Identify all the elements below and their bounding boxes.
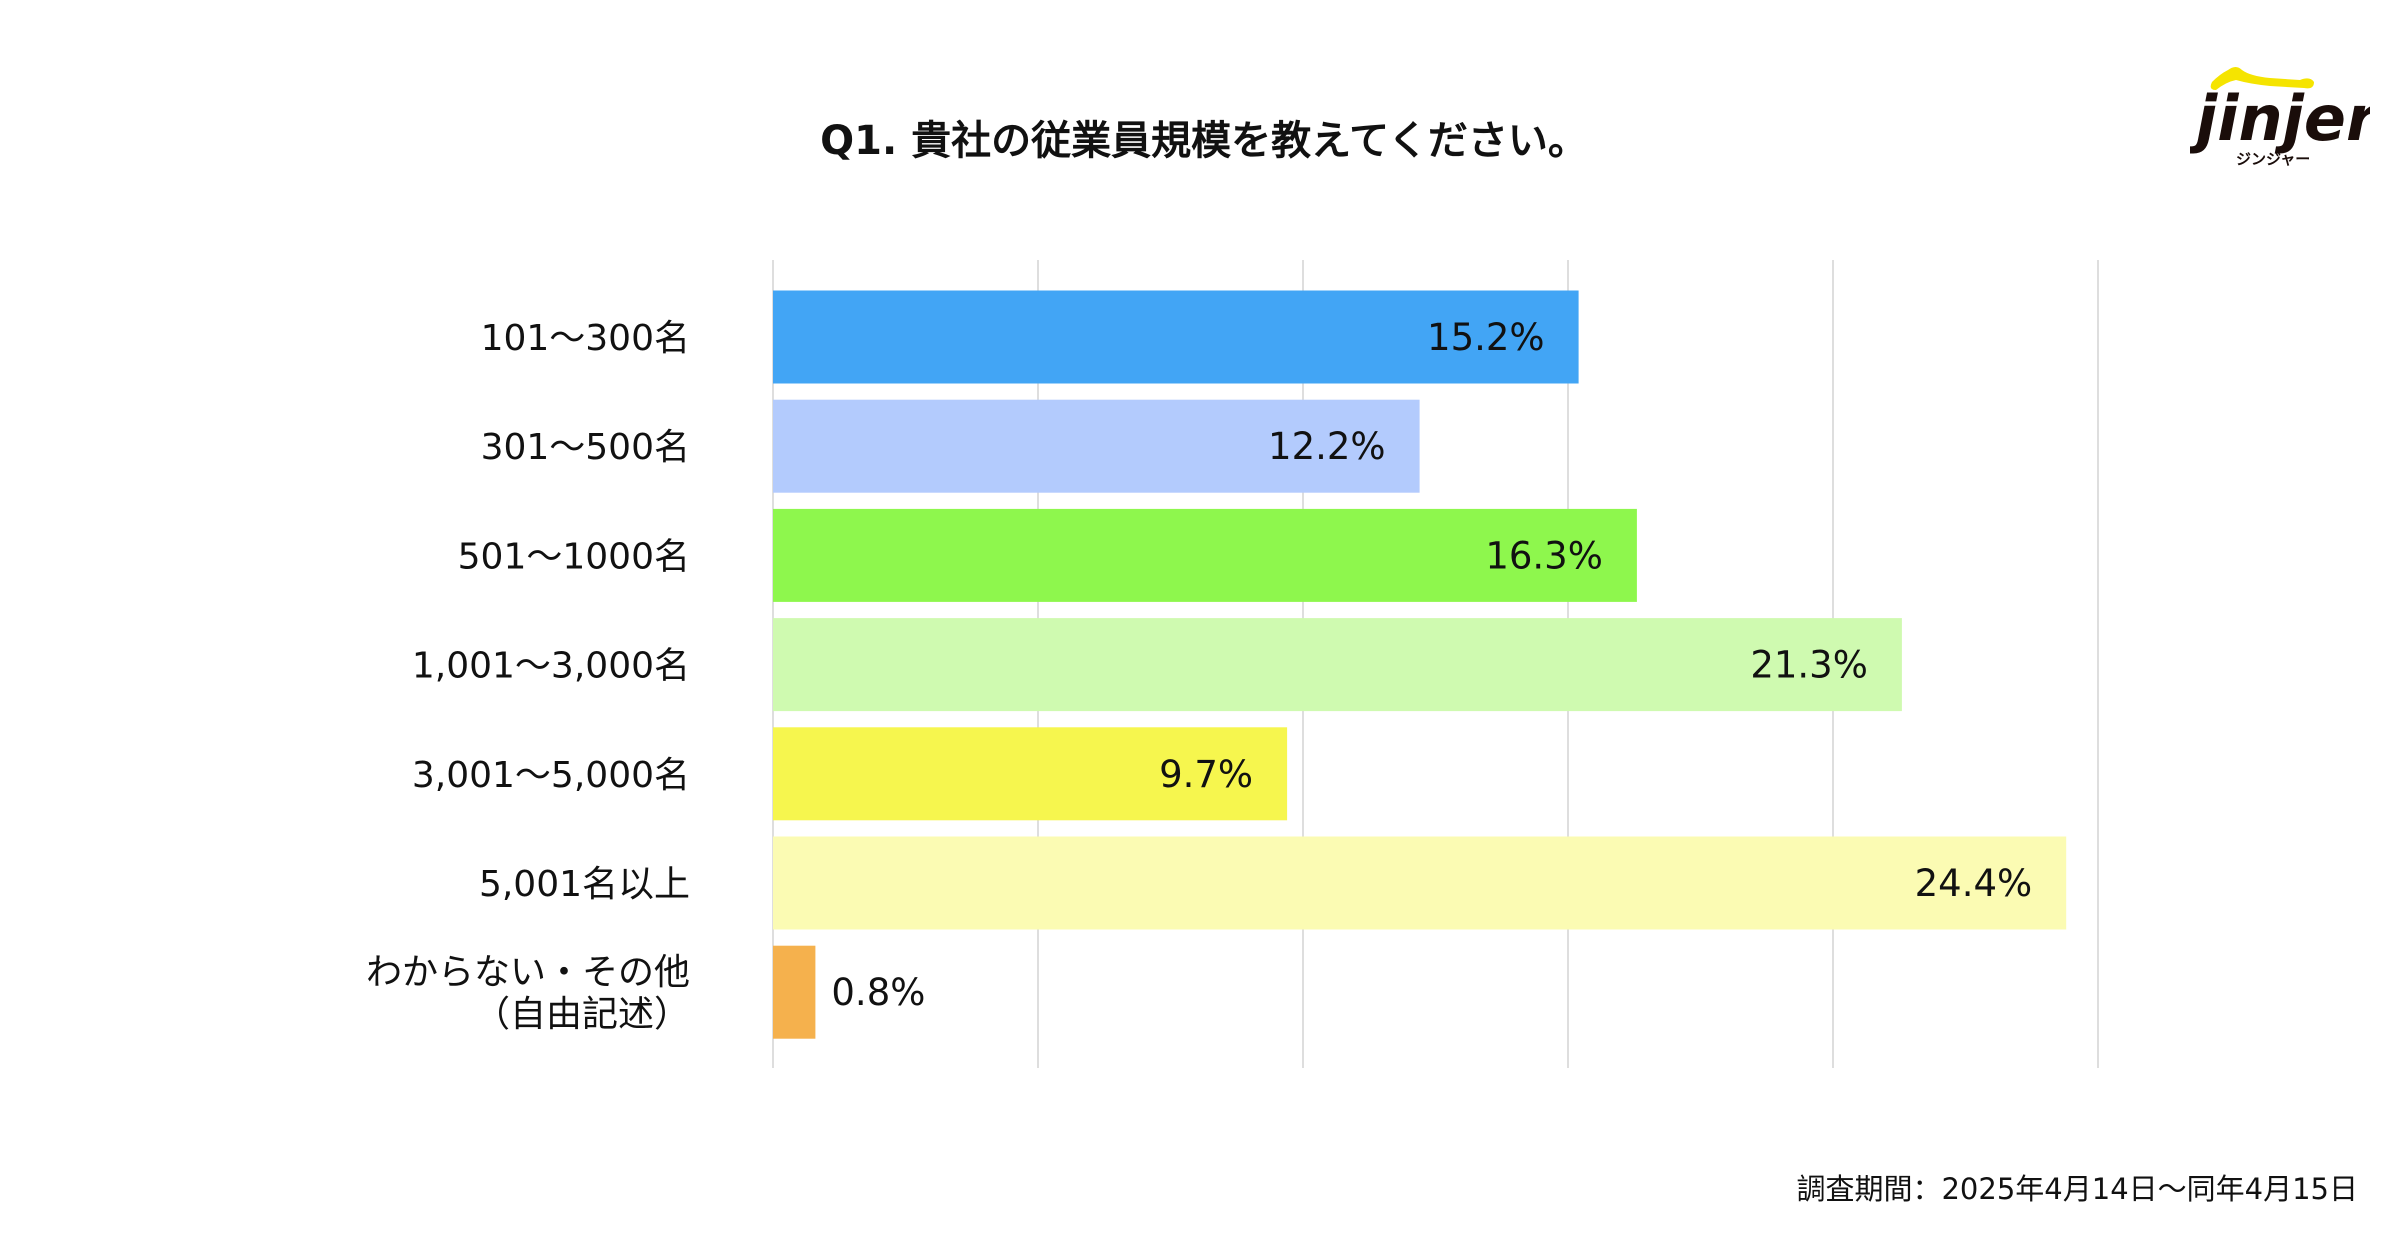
value-label: 12.2% [1268,425,1386,468]
bar [773,399,1420,493]
bars [773,290,2067,1039]
bar [773,727,1288,821]
bar [773,508,1637,602]
value-label: 15.2% [1427,316,1545,359]
svg-text:jinjer: jinjer [2190,82,2370,155]
category-label: 1,001〜3,000名 [412,646,690,687]
value-label: 21.3% [1750,644,1868,687]
bar [773,836,2067,930]
logo-icon: jinjer ジンジャー [2188,67,2380,168]
category-label: 5,001名以上 [479,864,690,905]
chart-title: Q1. 貴社の従業員規模を教えてください。 [820,118,1588,164]
category-label: 501〜1000名 [458,536,690,577]
bar [773,618,1902,712]
value-labels: 15.2% 12.2% 16.3% 21.3% 9.7% 24.4% 0.8% [831,316,2032,1014]
category-label: （自由記述） [474,994,690,1035]
value-label: 24.4% [1915,862,2033,905]
svg-text:ジンジャー: ジンジャー [2236,150,2310,168]
category-label: 301〜500名 [481,427,690,468]
category-label: わからない・その他 [366,952,690,993]
value-label: 16.3% [1485,534,1603,577]
category-labels: 101〜300名 301〜500名 501〜1000名 1,001〜3,000名 3,0… [366,318,690,1035]
jinjer-logo: jinjer ジンジャー [2188,60,2380,170]
value-label: 0.8% [831,971,925,1014]
category-label: 3,001〜5,000名 [412,755,690,796]
category-label: 101〜300名 [481,318,690,359]
bar [773,945,816,1039]
survey-period: 調査期間：2025年4月14日〜同年4月15日 [1796,1172,2358,1206]
value-label: 9.7% [1159,753,1253,796]
bar [773,290,1579,384]
